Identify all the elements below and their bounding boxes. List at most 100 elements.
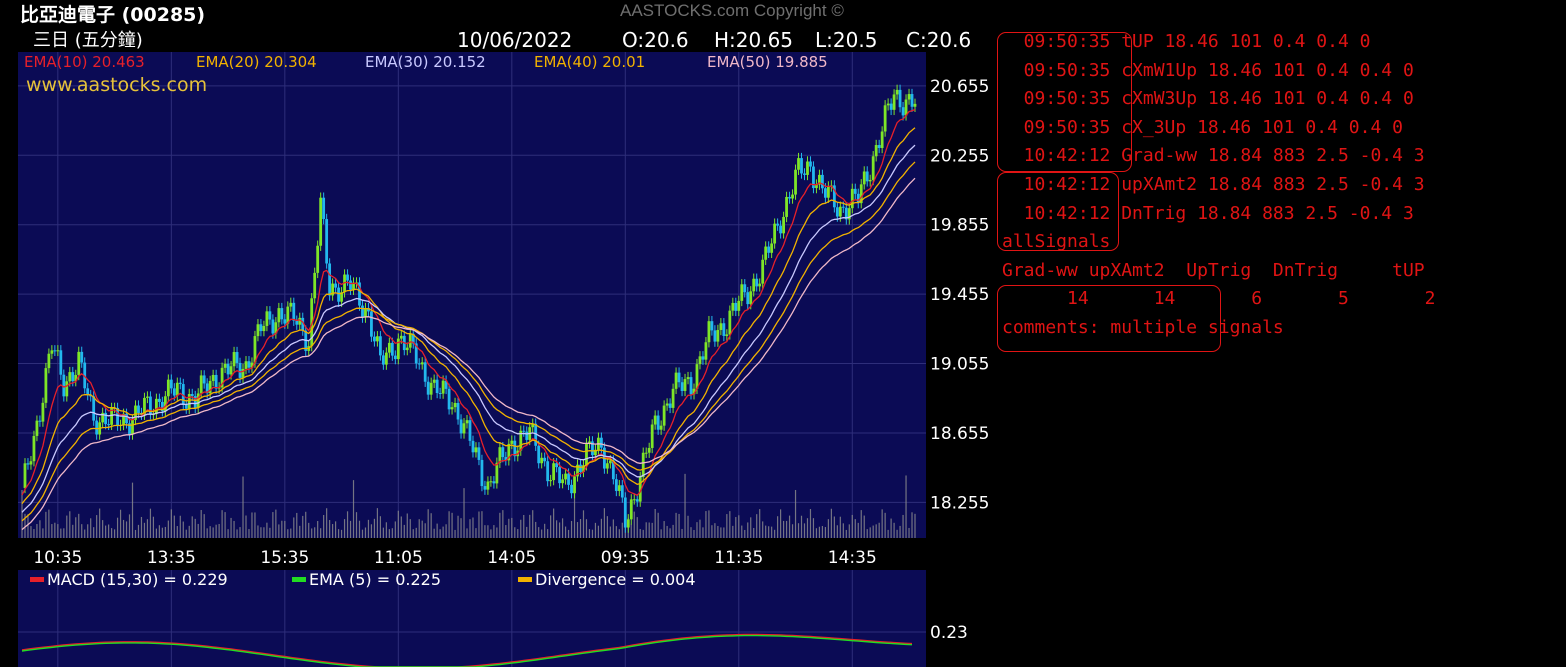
- volume-bar: [639, 528, 641, 538]
- volume-bar: [875, 524, 877, 538]
- volume-bar: [21, 490, 23, 538]
- candle-body: [892, 94, 896, 110]
- volume-bar: [445, 524, 447, 538]
- volume-bar: [84, 529, 86, 538]
- volume-bar: [406, 513, 408, 538]
- candle-body: [289, 302, 293, 307]
- volume-bar: [191, 516, 193, 538]
- candle-body: [555, 463, 559, 468]
- signal-line-1: 09:50:35 cXmW1Up 18.46 101 0.4 0.4 0: [1002, 59, 1414, 81]
- candle-body: [214, 374, 218, 389]
- candle-body: [847, 208, 851, 220]
- candle-body: [423, 362, 427, 382]
- volume-bar: [51, 524, 53, 538]
- volume-bar: [364, 527, 367, 538]
- candle-body: [570, 484, 573, 494]
- candle-body: [295, 320, 299, 325]
- x-axis: 10:35 13:35 15:35 11:05 14:05 09:35 11:35 14:35: [33, 548, 876, 568]
- volume-bar: [738, 515, 740, 538]
- volume-bar: [78, 513, 80, 538]
- volume-bar: [896, 529, 898, 538]
- volume-bar: [573, 473, 576, 538]
- signal-line-9: 14 14 6 5 2: [1002, 288, 1436, 310]
- volume-bar: [759, 509, 761, 538]
- volume-bar: [152, 516, 155, 538]
- volume-bar: [146, 519, 149, 538]
- volume-bar: [457, 515, 459, 538]
- volume-bar: [705, 511, 707, 538]
- volume-bar: [765, 525, 767, 538]
- volume-bar: [278, 524, 280, 538]
- candle-body: [444, 380, 448, 389]
- candle-body: [483, 486, 487, 490]
- candle-body: [477, 447, 481, 460]
- candle-body: [110, 407, 113, 425]
- candle-body: [710, 321, 714, 331]
- candle-body: [797, 158, 800, 170]
- volume-bar: [836, 525, 838, 538]
- volume-bar: [212, 527, 214, 538]
- candle-body: [504, 457, 508, 461]
- candle-body: [758, 283, 762, 287]
- volume-bar: [800, 515, 803, 538]
- candle-body: [815, 184, 818, 189]
- volume-bar: [857, 522, 859, 538]
- volume-bar: [558, 522, 561, 538]
- volume-bar: [236, 529, 238, 538]
- volume-bar: [827, 519, 829, 538]
- volume-bar: [293, 517, 295, 538]
- volume-bar: [490, 529, 492, 538]
- volume-bar: [251, 512, 253, 538]
- volume-bar: [621, 522, 623, 538]
- candle-body: [665, 403, 669, 406]
- candle-body: [358, 282, 361, 306]
- volume-bar: [155, 528, 157, 538]
- volume-bar: [167, 520, 169, 538]
- candle-body: [399, 335, 403, 339]
- volume-bar: [791, 524, 794, 538]
- candle-body: [313, 272, 317, 299]
- macd-legend-item-1: EMA (5) = 0.225: [309, 570, 441, 589]
- volume-bar: [119, 509, 122, 538]
- candle-body: [704, 342, 708, 360]
- volume-bar: [373, 518, 376, 538]
- candle-body: [160, 401, 164, 412]
- candle-body: [157, 398, 161, 402]
- volume-bar: [762, 521, 764, 538]
- ema-legend-item-0: EMA(10) 20.463: [24, 53, 145, 71]
- volume-bar: [260, 527, 262, 538]
- candle-body: [301, 317, 305, 331]
- ema-line-30: [21, 144, 916, 513]
- candle-body: [492, 481, 496, 484]
- volume-bar: [116, 517, 119, 538]
- volume-bar: [902, 514, 904, 538]
- volume-bar: [606, 516, 608, 538]
- candle-body: [373, 336, 376, 342]
- volume-bar: [567, 529, 570, 538]
- volume-bar: [642, 529, 644, 538]
- candle-body: [510, 440, 514, 444]
- candle-body: [178, 382, 182, 385]
- candle-body: [844, 207, 848, 220]
- volume-bar: [170, 509, 172, 538]
- candle-body: [280, 308, 284, 320]
- volume-bar: [726, 514, 728, 538]
- candle-body: [722, 323, 726, 336]
- volume-bar: [433, 528, 435, 538]
- candle-body: [620, 485, 624, 498]
- volume-bar: [143, 522, 146, 538]
- y-tick-label: 20.255: [930, 146, 989, 166]
- candle-body: [74, 374, 78, 382]
- volume-bar: [591, 529, 594, 538]
- macd-signal-line: [21, 634, 913, 667]
- candle-body: [131, 419, 134, 435]
- candle-body: [393, 355, 397, 360]
- candle-body: [364, 308, 367, 318]
- volume-bar: [657, 512, 659, 538]
- candle-body: [29, 461, 33, 465]
- volume-bar: [654, 509, 656, 538]
- volume-bar: [317, 521, 319, 538]
- candle-body: [163, 396, 167, 412]
- signal-line-2: 09:50:35 cXmW3Up 18.46 101 0.4 0.4 0: [1002, 88, 1414, 110]
